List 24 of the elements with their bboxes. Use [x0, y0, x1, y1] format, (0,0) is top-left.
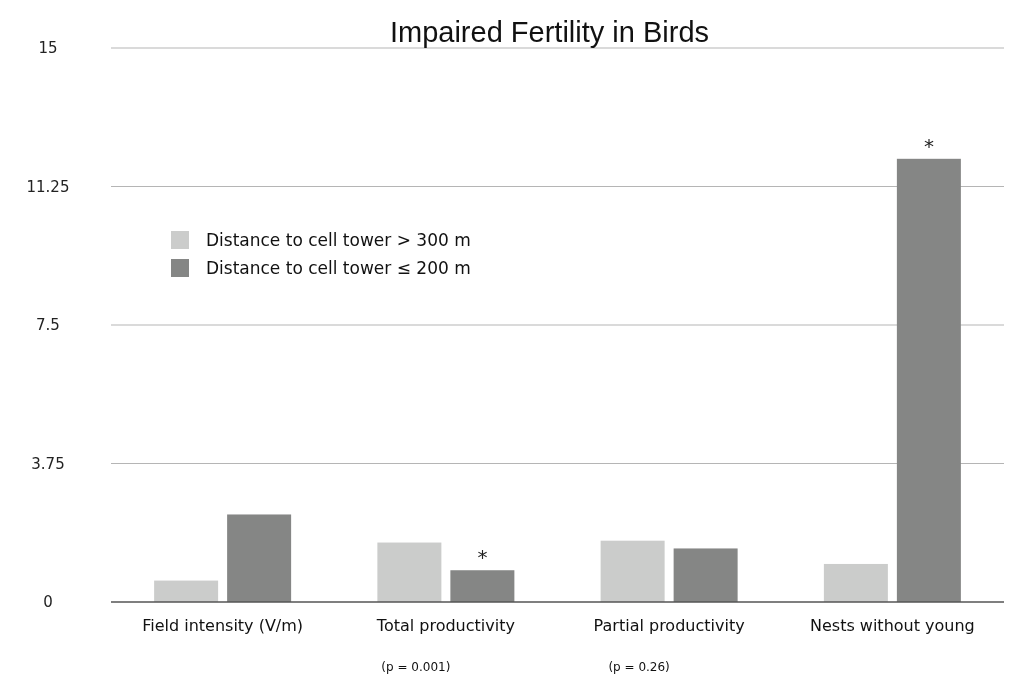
x-tick-label: Partial productivity [593, 616, 745, 635]
bar [823, 563, 888, 602]
x-tick-label: Total productivity [375, 616, 515, 635]
y-tick-label: 11.25 [26, 177, 70, 196]
chart-title: Impaired Fertility in Birds [389, 16, 710, 48]
annotation: * [923, 133, 934, 158]
bar [377, 542, 442, 602]
x-tick-label: Nests without young [809, 616, 975, 635]
y-tick-label: 15 [38, 39, 58, 58]
bar [896, 158, 961, 602]
bar [600, 540, 665, 602]
y-tick-label: 7.5 [36, 316, 60, 335]
y-tick-label: 3.75 [31, 454, 65, 473]
legend-label: Distance to cell tower ≤ 200 m [206, 257, 471, 278]
bar [673, 548, 738, 602]
legend-label: Distance to cell tower > 300 m [206, 229, 471, 250]
annotation: * [477, 545, 488, 570]
bar [154, 580, 219, 602]
bar [450, 570, 515, 602]
x-tick-label: Field intensity (V/m) [142, 616, 304, 635]
y-tick-label: 0 [43, 593, 53, 612]
bar [227, 514, 292, 602]
text: (p = 0.001) [381, 660, 451, 674]
text: (p = 0.26) [608, 660, 670, 674]
